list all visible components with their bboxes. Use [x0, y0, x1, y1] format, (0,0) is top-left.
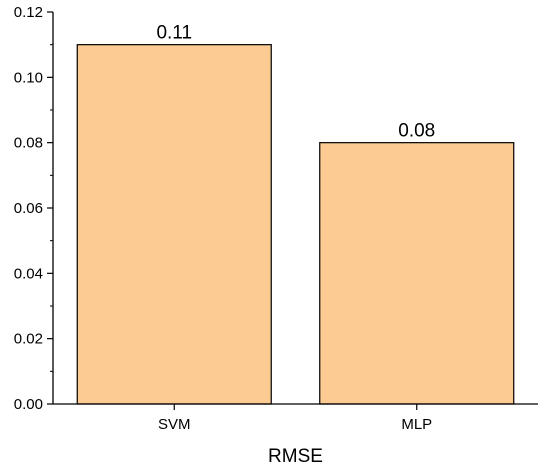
bar-mlp — [319, 142, 515, 405]
data-label-svm: 0.11 — [156, 23, 192, 44]
y-tick-label: 0.04 — [14, 265, 43, 282]
x-tick-label-svm: SVM — [158, 416, 191, 433]
y-axis-ticks: 0.00 0.02 0.04 0.06 0.08 0.10 0.12 — [14, 4, 53, 413]
data-label-mlp: 0.08 — [398, 121, 435, 142]
y-tick-label: 0.02 — [14, 331, 43, 348]
y-tick-label: 0.06 — [14, 200, 43, 217]
y-tick-label: 0.00 — [14, 396, 43, 413]
x-tick-label-mlp: MLP — [401, 416, 432, 433]
y-tick-label: 0.10 — [14, 69, 43, 86]
y-tick-label: 0.08 — [14, 135, 43, 152]
x-axis-title: RMSE — [268, 446, 323, 467]
bar-svm — [76, 44, 272, 405]
y-tick-label: 0.12 — [14, 4, 43, 21]
x-axis-ticks: SVM MLP — [158, 404, 432, 433]
bars: 0.11 0.08 — [76, 23, 515, 405]
